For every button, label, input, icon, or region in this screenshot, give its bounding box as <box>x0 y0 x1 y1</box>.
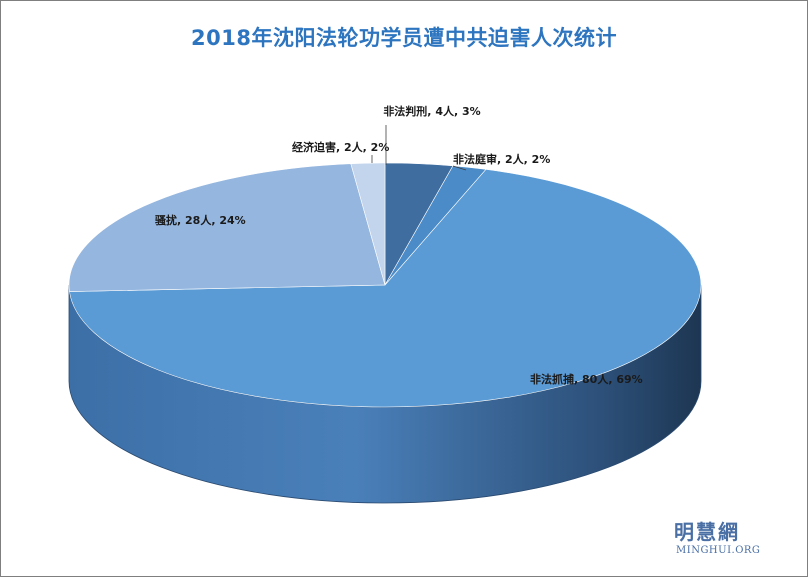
watermark-url: MINGHUI.ORG <box>676 545 761 556</box>
data-label-2: 非法庭审, 2人, 2% <box>453 152 550 166</box>
pie-slice-5 <box>350 162 386 286</box>
data-label-1: 非法判刑, 4人, 3% <box>383 104 480 118</box>
pie-slice-3 <box>69 169 702 408</box>
watermark-logo: 明慧網 <box>674 520 740 544</box>
leader-line-2 <box>452 165 467 171</box>
data-labels: 非法判刑, 4人, 3% 非法庭审, 2人, 2% 非法抓捕, 80人, 69% 骚扰… <box>155 104 643 386</box>
data-label-3: 非法抓捕, 80人, 69% <box>530 372 643 386</box>
chart-title: 2018年沈阳法轮功学员遭中共迫害人次统计 <box>191 26 617 50</box>
data-label-5: 经济迫害, 2人, 2% <box>292 140 389 154</box>
pie-slice-4 <box>68 163 386 292</box>
leader-lines <box>371 125 467 171</box>
pie-top <box>68 162 702 408</box>
data-label-4: 骚扰, 28人, 24% <box>155 213 246 227</box>
